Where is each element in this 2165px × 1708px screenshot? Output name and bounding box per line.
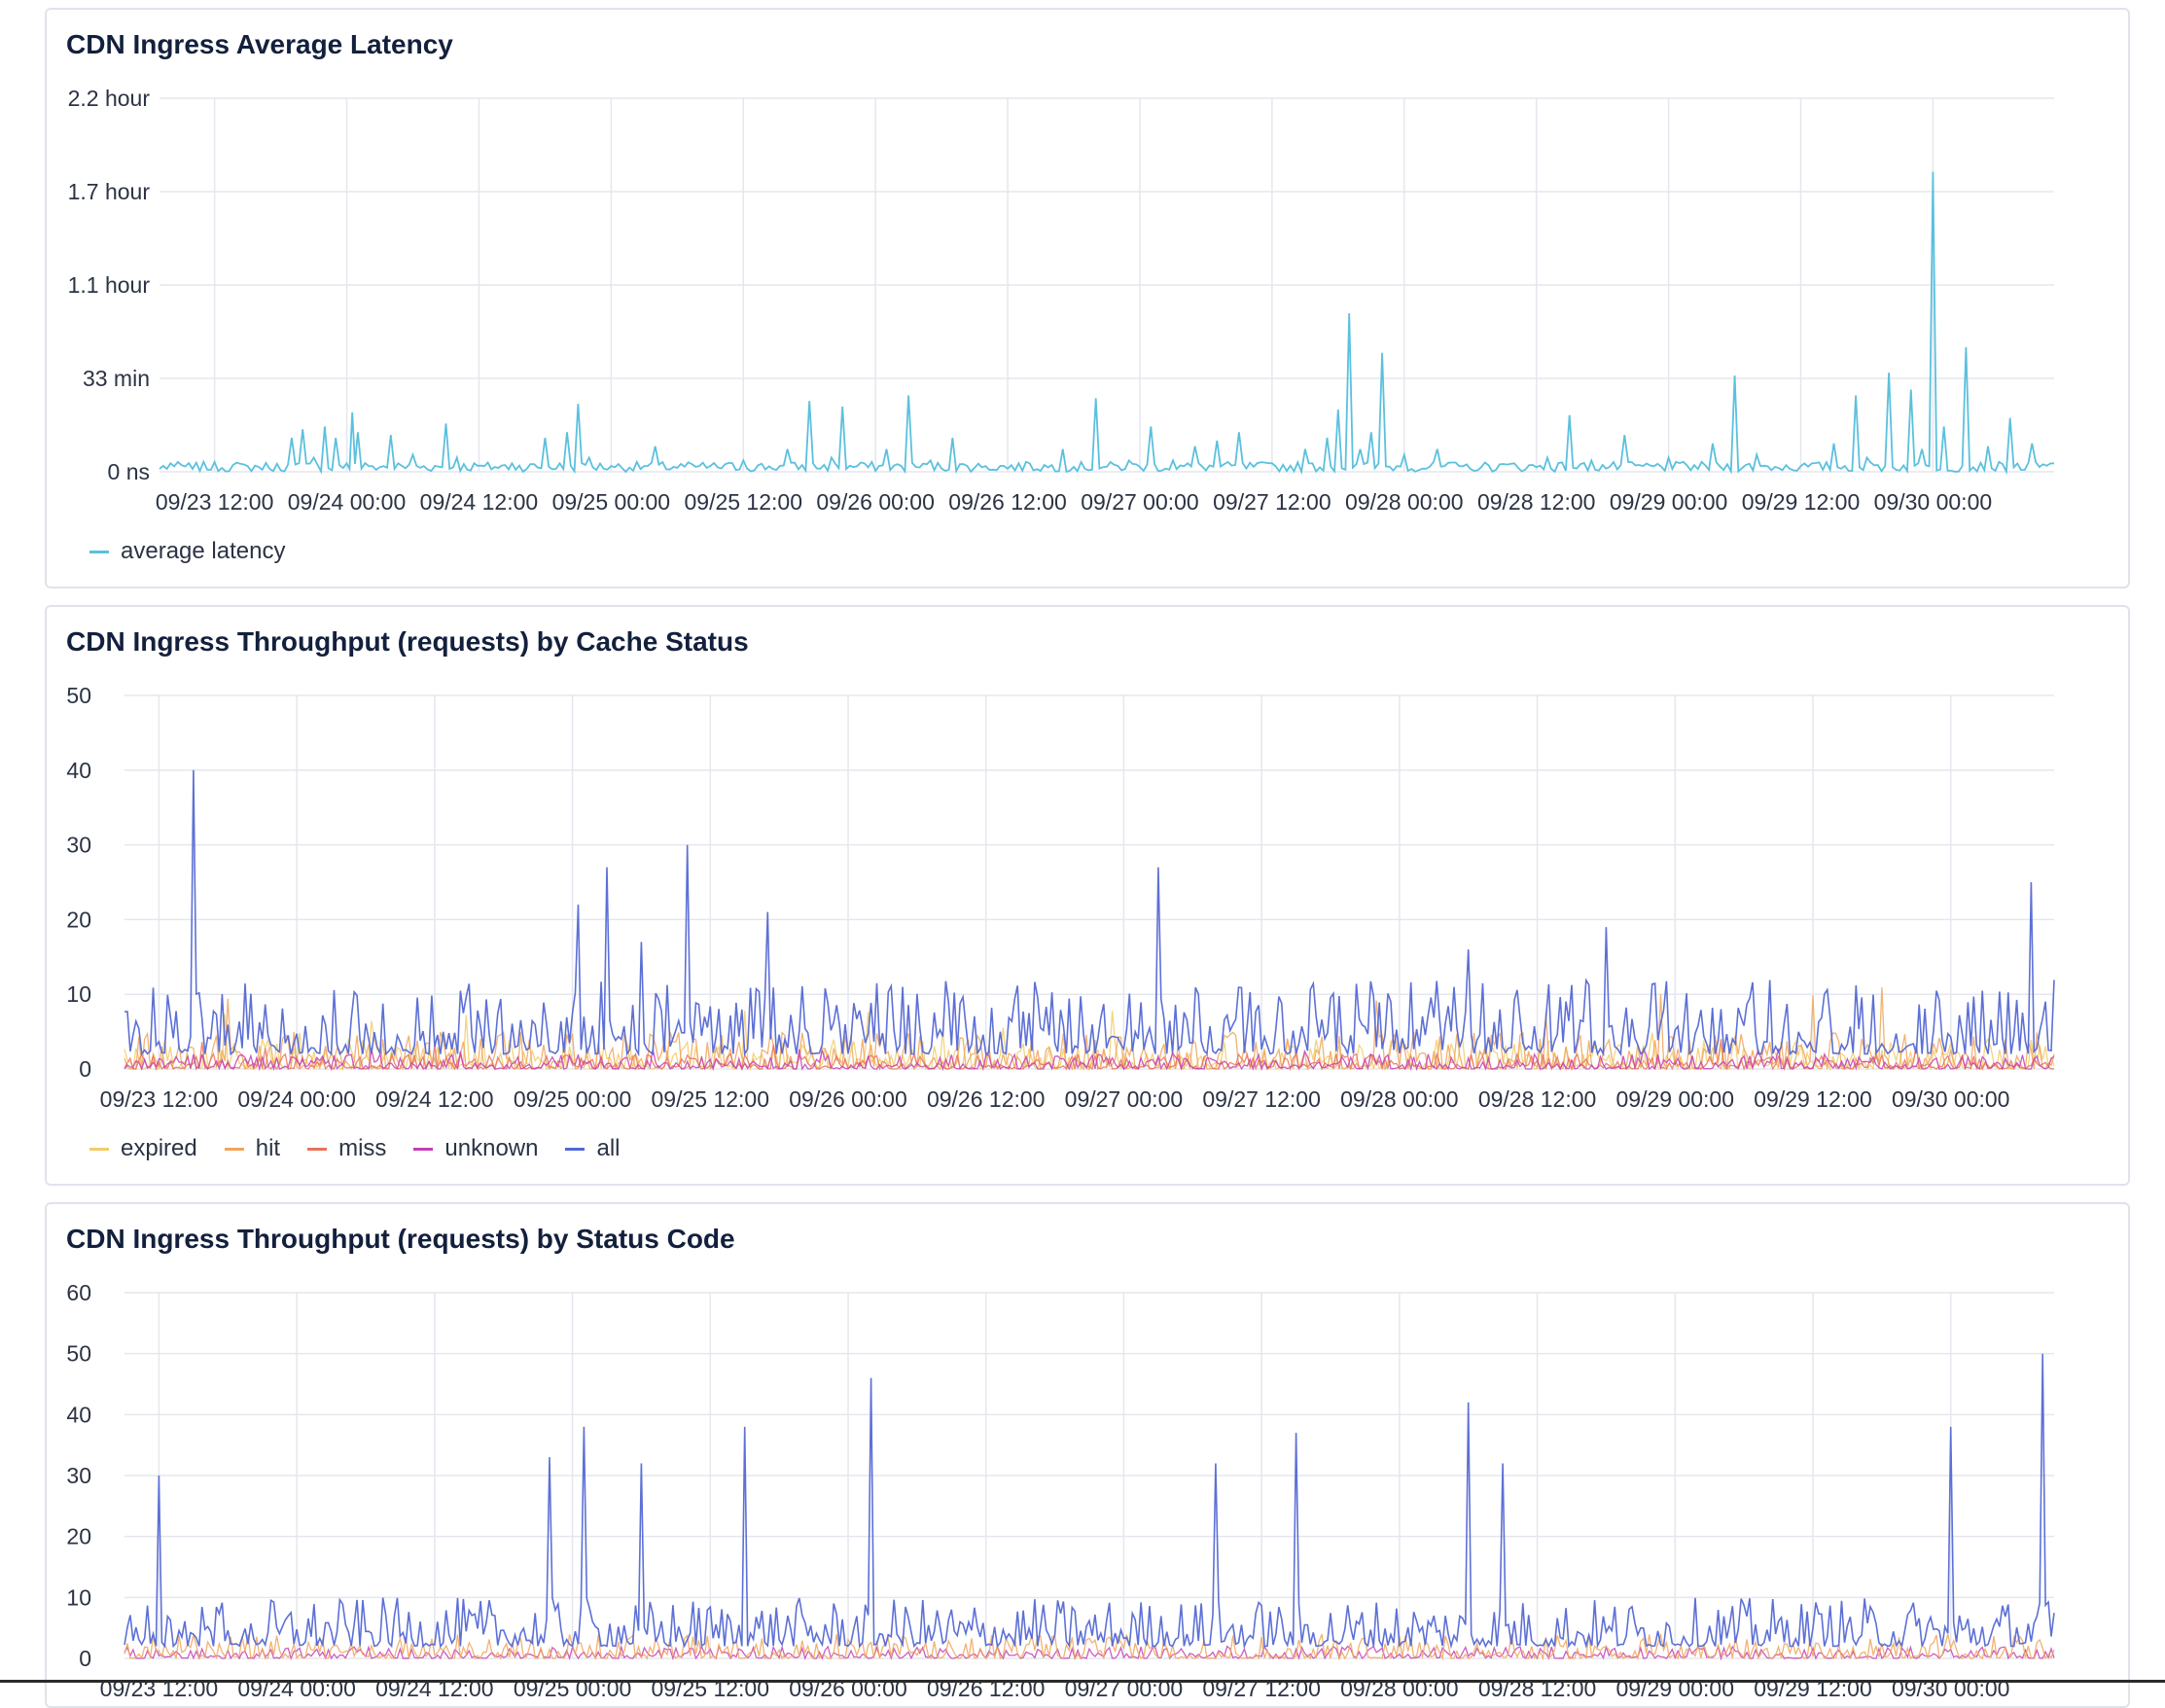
legend-item-average-latency[interactable]: average latency	[89, 538, 285, 565]
y-tick-label: 20	[66, 907, 91, 932]
cache-status-panel: CDN Ingress Throughput (requests) by Cac…	[45, 605, 2130, 1186]
series-line-average-latency	[159, 171, 2055, 476]
legend: average latency	[89, 538, 285, 565]
y-tick-label: 0	[79, 1646, 91, 1671]
y-tick-label: 40	[66, 758, 91, 783]
x-tick-label: 09/27 00:00	[1081, 489, 1199, 515]
x-tick-label: 09/25 00:00	[514, 1086, 632, 1112]
legend-label: hit	[255, 1135, 281, 1161]
y-tick-label: 1.1 hour	[68, 272, 151, 298]
x-tick-label: 09/28 12:00	[1478, 1086, 1597, 1112]
x-tick-label: 09/29 00:00	[1610, 489, 1728, 515]
legend-item-expired[interactable]: expired	[89, 1135, 197, 1162]
x-tick-label: 09/25 12:00	[652, 1086, 770, 1112]
legend-label: miss	[338, 1135, 387, 1161]
x-tick-label: 09/23 12:00	[100, 1086, 219, 1112]
x-tick-label: 09/26 00:00	[816, 489, 935, 515]
y-tick-label: 60	[66, 1280, 91, 1305]
legend-item-miss[interactable]: miss	[307, 1135, 386, 1162]
legend-label: expired	[121, 1135, 197, 1161]
y-tick-label: 10	[66, 981, 91, 1007]
x-tick-label: 09/27 12:00	[1202, 1086, 1321, 1112]
y-tick-label: 50	[66, 1341, 91, 1367]
legend-item-hit[interactable]: hit	[224, 1135, 281, 1162]
panel-title: CDN Ingress Average Latency	[66, 29, 453, 59]
x-tick-label: 09/26 12:00	[948, 489, 1067, 515]
y-tick-label: 30	[66, 1463, 91, 1488]
legend-label: average latency	[121, 538, 286, 564]
x-tick-label: 09/27 00:00	[1065, 1086, 1184, 1112]
series-line-all	[124, 769, 2055, 1057]
x-tick-label: 09/28 12:00	[1477, 489, 1596, 515]
status-code-panel: CDN Ingress Throughput (requests) by Sta…	[45, 1202, 2130, 1708]
x-tick-label: 09/29 12:00	[1754, 1086, 1872, 1112]
y-tick-label: 1.7 hour	[68, 179, 151, 204]
legend-label: unknown	[444, 1135, 539, 1161]
legend-swatch	[307, 1147, 328, 1151]
legend-label: all	[596, 1135, 621, 1161]
y-tick-label: 10	[66, 1584, 91, 1610]
legend-item-unknown[interactable]: unknown	[413, 1135, 538, 1162]
x-tick-label: 09/25 12:00	[684, 489, 802, 515]
panel-title: CDN Ingress Throughput (requests) by Sta…	[66, 1224, 735, 1254]
x-tick-label: 09/24 00:00	[288, 489, 407, 515]
y-tick-label: 40	[66, 1402, 91, 1427]
latency-chart: 0 ns 33 min 1.1 hour 1.7 hour 2.2 hour 09/23 …	[68, 86, 2055, 515]
x-tick-label: 09/24 12:00	[420, 489, 539, 515]
legend-item-all[interactable]: all	[565, 1135, 621, 1162]
y-tick-label: 2.2 hour	[68, 86, 151, 111]
window-bottom-edge	[0, 1680, 2165, 1683]
series-line-ok	[124, 1632, 2055, 1661]
x-tick-label: 09/28 00:00	[1340, 1086, 1459, 1112]
series-line-other	[124, 1644, 2055, 1661]
cache-status-chart: 0 10 20 30 40 50 09/23 12:00 09/24 00:00 09/24 1…	[66, 683, 2055, 1112]
legend-swatch	[224, 1147, 244, 1151]
series-line-miss	[124, 1039, 2055, 1072]
x-tick-label: 09/23 12:00	[156, 489, 274, 515]
legend: expired hit miss unknown all	[89, 1135, 621, 1162]
x-tick-label: 09/29 00:00	[1616, 1086, 1735, 1112]
x-tick-label: 09/24 12:00	[375, 1086, 494, 1112]
y-tick-label: 33 min	[83, 366, 150, 391]
legend-swatch	[89, 1147, 109, 1151]
y-tick-label: 50	[66, 683, 91, 708]
x-tick-label: 09/24 00:00	[237, 1086, 356, 1112]
latency-panel: CDN Ingress Average Latency 0 ns 33 min 1.…	[45, 8, 2130, 588]
y-tick-label: 20	[66, 1524, 91, 1549]
series-line-unknown	[124, 1047, 2055, 1072]
y-tick-label: 30	[66, 833, 91, 858]
x-tick-label: 09/25 00:00	[552, 489, 671, 515]
legend-swatch	[565, 1147, 586, 1151]
x-tick-label: 09/30 00:00	[1874, 489, 1993, 515]
x-tick-label: 09/26 12:00	[927, 1086, 1046, 1112]
panel-title: CDN Ingress Throughput (requests) by Cac…	[66, 626, 749, 657]
x-tick-label: 09/28 00:00	[1345, 489, 1464, 515]
legend-swatch	[89, 550, 109, 553]
x-tick-label: 09/26 00:00	[789, 1086, 907, 1112]
x-tick-label: 09/30 00:00	[1892, 1086, 2010, 1112]
x-tick-label: 09/27 12:00	[1213, 489, 1331, 515]
series-line-all	[124, 1353, 2055, 1650]
y-tick-label: 0 ns	[108, 459, 150, 484]
x-tick-label: 09/29 12:00	[1742, 489, 1861, 515]
y-tick-label: 0	[79, 1056, 91, 1082]
legend-swatch	[413, 1147, 434, 1151]
